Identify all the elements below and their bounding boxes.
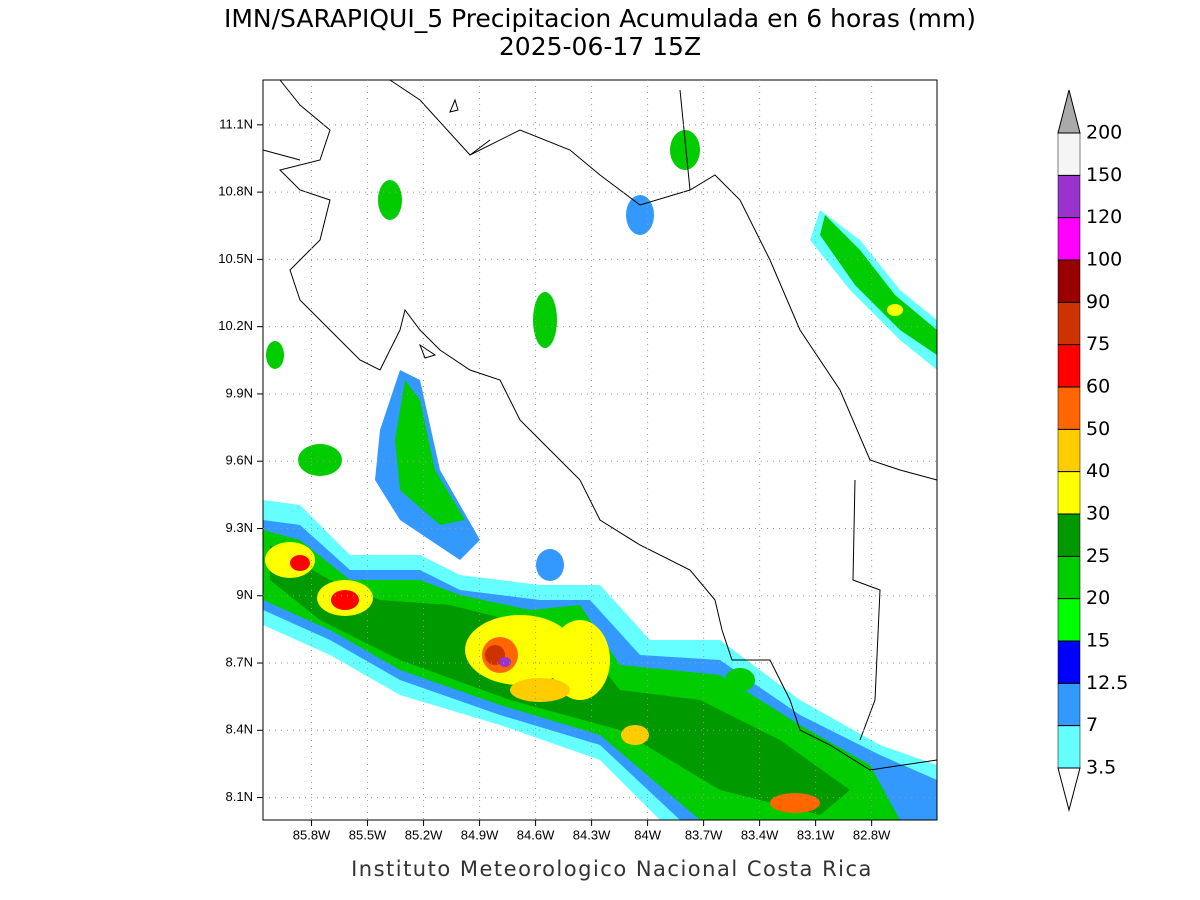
colorbar-segment (1057, 556, 1081, 599)
title: IMN/SARAPIQUI_5 Precipitacion Acumulada … (224, 4, 976, 33)
rain-area (820, 215, 937, 355)
colorbar-label: 75 (1086, 333, 1110, 355)
y-tick-label: 11.1N (219, 116, 253, 131)
x-tick-label: 85.5W (349, 827, 387, 842)
rain-area (626, 195, 654, 235)
colorbar-label: 200 (1086, 122, 1122, 144)
colorbar-segment (1057, 429, 1081, 472)
rain-area (499, 657, 511, 667)
colorbar-label: 25 (1086, 545, 1110, 567)
colorbar-segment (1057, 259, 1081, 303)
coastline (279, 79, 938, 771)
colorbar-segment (1057, 513, 1081, 557)
precip-field (263, 130, 937, 820)
y-tick-label: 8.4N (226, 722, 253, 737)
rain-area (550, 620, 610, 700)
border (418, 89, 881, 741)
coastline (262, 79, 938, 481)
rain-area (266, 341, 284, 369)
colorbar-label: 60 (1086, 376, 1110, 398)
x-tick-label: 84.3W (573, 827, 611, 842)
colorbar-segment (1057, 471, 1081, 515)
rain-area (533, 292, 557, 348)
footer: Instituto Meteorologico Nacional Costa R… (351, 857, 873, 881)
y-tick-label: 9N (236, 587, 253, 602)
x-tick-label: 83.7W (685, 827, 723, 842)
y-tick-label: 9.6N (226, 453, 253, 468)
rain-area (770, 793, 820, 813)
colorbar-label: 12.5 (1086, 672, 1128, 694)
colorbar-label: 30 (1086, 503, 1110, 525)
rain-area (536, 549, 564, 581)
colorbar-label: 150 (1086, 164, 1122, 186)
colorbar-label: 20 (1086, 587, 1110, 609)
coastlines (262, 79, 938, 771)
rain-area (290, 555, 310, 571)
rain-area (510, 678, 570, 702)
x-tick-label: 83.4W (741, 827, 779, 842)
rain-area (725, 668, 755, 692)
y-tick-label: 10.2N (218, 318, 253, 333)
colorbar-segment (1057, 175, 1081, 218)
map-frame (262, 79, 938, 821)
y-tick-label: 10.8N (218, 184, 253, 199)
colorbar-label: 90 (1086, 291, 1110, 313)
colorbar-over (1057, 89, 1081, 134)
colorbar-segment (1057, 302, 1081, 345)
colorbar-segment (1057, 640, 1081, 684)
rain-area (395, 380, 465, 525)
rain-area (670, 130, 700, 170)
colorbar-under (1057, 767, 1081, 812)
x-tick-label: 85.2W (405, 827, 443, 842)
rain-area (378, 180, 402, 220)
colorbar-label: 100 (1086, 249, 1122, 271)
colorbar-segment (1057, 132, 1081, 176)
colorbar-segment (1057, 344, 1081, 388)
colorbar-segment (1057, 386, 1081, 430)
subtitle: 2025-06-17 15Z (499, 32, 701, 61)
colorbar-segment (1057, 725, 1081, 769)
colorbar-segment (1057, 217, 1081, 261)
x-tick-label: 84.6W (517, 827, 555, 842)
colorbar-label: 3.5 (1086, 757, 1116, 779)
x-tick-label: 85.8W (293, 827, 331, 842)
colorbar-segment (1057, 683, 1081, 726)
x-tick-label: 83.1W (797, 827, 835, 842)
x-tick-label: 84W (634, 827, 661, 842)
rain-area (621, 725, 649, 745)
colorbar-label: 15 (1086, 630, 1110, 652)
y-tick-label: 9.3N (226, 520, 253, 535)
colorbar-label: 40 (1086, 460, 1110, 482)
colorbar-segment (1057, 598, 1081, 642)
colorbar-label: 120 (1086, 206, 1122, 228)
y-tick-label: 8.1N (226, 789, 253, 804)
rain-area (331, 590, 359, 610)
colorbar-label: 7 (1086, 714, 1098, 736)
colorbar-label: 50 (1086, 418, 1110, 440)
rain-area (887, 304, 903, 316)
x-tick-label: 84.9W (461, 827, 499, 842)
x-tick-label: 82.8W (853, 827, 891, 842)
rain-area (298, 444, 342, 476)
y-tick-label: 8.7N (226, 654, 253, 669)
y-tick-label: 9.9N (226, 385, 253, 400)
y-tick-label: 10.5N (218, 251, 253, 266)
